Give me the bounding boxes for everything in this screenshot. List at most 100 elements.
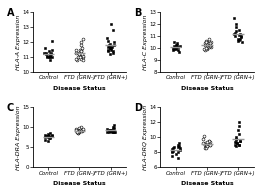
- Point: [177, 147, 182, 150]
- Point: [203, 147, 207, 150]
- Point: [204, 146, 208, 149]
- Point: [206, 44, 210, 47]
- Point: [106, 39, 110, 42]
- Point: [77, 130, 81, 134]
- Point: [49, 52, 53, 56]
- X-axis label: Disease Status: Disease Status: [181, 86, 233, 91]
- Point: [81, 58, 85, 62]
- Point: [237, 132, 241, 135]
- Point: [170, 151, 174, 154]
- Point: [176, 157, 180, 160]
- Point: [75, 130, 80, 133]
- Point: [50, 133, 54, 136]
- Point: [47, 54, 52, 57]
- Point: [73, 128, 78, 131]
- Point: [81, 129, 85, 132]
- Point: [47, 134, 51, 137]
- Point: [45, 54, 49, 57]
- Point: [233, 141, 237, 144]
- Point: [170, 154, 174, 157]
- Point: [108, 129, 112, 132]
- Point: [238, 139, 242, 142]
- Point: [205, 143, 210, 146]
- Point: [238, 37, 242, 40]
- Y-axis label: HLA-DRQ Expression: HLA-DRQ Expression: [144, 105, 149, 170]
- X-axis label: Disease Status: Disease Status: [53, 86, 106, 91]
- Point: [205, 141, 210, 144]
- Point: [75, 131, 79, 134]
- Point: [75, 58, 79, 62]
- Point: [81, 38, 85, 41]
- Point: [108, 130, 112, 133]
- Point: [77, 130, 81, 133]
- Point: [47, 136, 51, 139]
- Point: [79, 125, 83, 128]
- Point: [176, 151, 180, 154]
- Point: [209, 41, 213, 44]
- Point: [74, 48, 78, 51]
- Point: [49, 51, 53, 54]
- Point: [80, 128, 85, 131]
- Point: [48, 52, 52, 56]
- Point: [208, 144, 212, 147]
- Point: [80, 130, 84, 133]
- Point: [237, 33, 241, 36]
- Point: [110, 128, 114, 131]
- Point: [108, 47, 113, 50]
- Point: [112, 130, 117, 133]
- Point: [176, 145, 180, 148]
- Point: [174, 43, 178, 46]
- Point: [110, 130, 114, 133]
- Point: [204, 47, 208, 50]
- Point: [207, 139, 211, 142]
- Point: [48, 135, 52, 138]
- Point: [47, 50, 51, 53]
- Point: [237, 29, 241, 32]
- Point: [111, 125, 116, 129]
- Point: [234, 145, 238, 148]
- Point: [175, 42, 179, 45]
- Point: [207, 45, 211, 48]
- Point: [202, 48, 206, 51]
- Point: [171, 146, 175, 149]
- Point: [232, 17, 237, 20]
- Point: [109, 129, 113, 132]
- Point: [81, 55, 85, 58]
- Point: [44, 51, 48, 54]
- Point: [42, 139, 47, 142]
- Point: [171, 150, 175, 153]
- Point: [77, 51, 81, 54]
- Point: [233, 23, 238, 26]
- Point: [239, 35, 243, 38]
- Point: [48, 58, 52, 62]
- Point: [205, 145, 209, 148]
- Point: [234, 140, 238, 143]
- Point: [79, 50, 83, 53]
- Point: [78, 129, 83, 132]
- Point: [111, 130, 115, 133]
- Point: [80, 54, 85, 57]
- Point: [201, 137, 205, 140]
- Point: [203, 142, 207, 145]
- Point: [205, 141, 209, 144]
- Text: A: A: [7, 8, 14, 18]
- Y-axis label: HLA-A Expression: HLA-A Expression: [16, 14, 21, 70]
- Point: [44, 135, 48, 138]
- Point: [76, 130, 80, 133]
- Point: [174, 45, 178, 48]
- Point: [238, 32, 242, 35]
- Point: [111, 29, 115, 32]
- Point: [46, 140, 50, 143]
- Point: [178, 148, 182, 152]
- Point: [110, 45, 114, 48]
- Text: B: B: [134, 8, 141, 18]
- Point: [76, 55, 80, 58]
- Point: [74, 57, 78, 60]
- Point: [236, 39, 240, 42]
- Point: [75, 129, 79, 132]
- Point: [80, 52, 84, 56]
- Point: [204, 145, 209, 148]
- Point: [80, 54, 84, 57]
- Point: [42, 51, 46, 54]
- Point: [205, 41, 209, 44]
